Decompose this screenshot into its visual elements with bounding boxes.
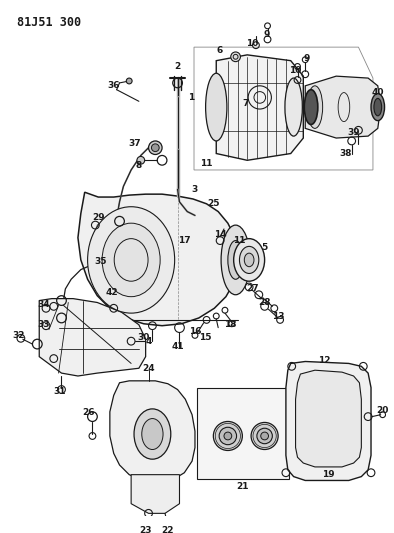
Ellipse shape bbox=[228, 240, 243, 279]
Polygon shape bbox=[110, 381, 195, 482]
Text: 5: 5 bbox=[262, 243, 268, 252]
Polygon shape bbox=[296, 370, 361, 467]
Ellipse shape bbox=[307, 86, 323, 128]
Polygon shape bbox=[286, 361, 371, 480]
Circle shape bbox=[149, 141, 162, 155]
Ellipse shape bbox=[371, 94, 385, 120]
Text: 3: 3 bbox=[192, 185, 198, 194]
Circle shape bbox=[137, 156, 145, 164]
Ellipse shape bbox=[304, 90, 318, 125]
Text: 42: 42 bbox=[106, 288, 118, 297]
Text: 18: 18 bbox=[223, 320, 236, 329]
Text: 2: 2 bbox=[175, 62, 181, 71]
Ellipse shape bbox=[285, 78, 302, 136]
Text: 16: 16 bbox=[189, 327, 201, 336]
Ellipse shape bbox=[234, 239, 265, 281]
Text: 36: 36 bbox=[108, 82, 120, 90]
Polygon shape bbox=[305, 76, 381, 138]
Text: 29: 29 bbox=[92, 213, 104, 222]
Ellipse shape bbox=[142, 418, 163, 449]
Text: 17: 17 bbox=[178, 236, 191, 245]
Ellipse shape bbox=[261, 432, 268, 440]
Text: 39: 39 bbox=[347, 128, 360, 137]
Text: 1: 1 bbox=[188, 93, 194, 102]
Circle shape bbox=[126, 78, 132, 84]
Text: 27: 27 bbox=[247, 285, 259, 294]
Bar bbox=[197, 387, 289, 480]
Text: 9: 9 bbox=[304, 54, 310, 63]
Text: 81J51 300: 81J51 300 bbox=[17, 16, 81, 29]
Text: 13: 13 bbox=[272, 311, 284, 320]
Ellipse shape bbox=[374, 99, 382, 116]
Text: 41: 41 bbox=[171, 343, 184, 351]
Text: 24: 24 bbox=[142, 364, 155, 373]
Text: 9: 9 bbox=[263, 30, 270, 39]
Text: 34: 34 bbox=[38, 300, 50, 309]
Text: 31: 31 bbox=[53, 387, 66, 396]
Circle shape bbox=[231, 52, 240, 62]
Polygon shape bbox=[78, 192, 238, 326]
Text: 7: 7 bbox=[242, 99, 249, 108]
Polygon shape bbox=[216, 55, 303, 160]
Text: 12: 12 bbox=[318, 356, 331, 365]
Text: 11: 11 bbox=[233, 236, 246, 245]
Text: 10: 10 bbox=[289, 66, 302, 75]
Text: 4: 4 bbox=[145, 337, 152, 346]
Text: 33: 33 bbox=[38, 320, 50, 329]
Text: 26: 26 bbox=[82, 408, 95, 417]
Text: 11: 11 bbox=[200, 159, 213, 168]
Ellipse shape bbox=[87, 207, 175, 313]
Text: 23: 23 bbox=[139, 526, 152, 533]
Circle shape bbox=[151, 144, 159, 151]
Text: 35: 35 bbox=[94, 257, 106, 266]
Text: 40: 40 bbox=[372, 88, 384, 97]
Text: 15: 15 bbox=[199, 333, 212, 342]
Text: 10: 10 bbox=[246, 39, 258, 48]
Ellipse shape bbox=[224, 432, 232, 440]
Ellipse shape bbox=[251, 423, 278, 449]
Ellipse shape bbox=[102, 223, 160, 297]
Text: 8: 8 bbox=[136, 160, 142, 169]
Text: 30: 30 bbox=[138, 333, 150, 342]
Ellipse shape bbox=[240, 246, 259, 273]
Text: 38: 38 bbox=[340, 149, 352, 158]
Text: 6: 6 bbox=[217, 46, 223, 55]
Text: 21: 21 bbox=[236, 482, 249, 491]
Ellipse shape bbox=[244, 253, 254, 266]
Ellipse shape bbox=[257, 428, 272, 443]
Polygon shape bbox=[131, 475, 180, 513]
Text: 20: 20 bbox=[376, 406, 389, 415]
Ellipse shape bbox=[221, 225, 250, 295]
Text: 25: 25 bbox=[207, 199, 219, 208]
Ellipse shape bbox=[219, 427, 236, 445]
Ellipse shape bbox=[206, 73, 227, 141]
Text: 32: 32 bbox=[13, 331, 25, 340]
Ellipse shape bbox=[213, 422, 242, 450]
Text: 37: 37 bbox=[129, 139, 141, 148]
Ellipse shape bbox=[134, 409, 171, 459]
Text: 28: 28 bbox=[258, 298, 271, 307]
Text: 22: 22 bbox=[162, 526, 174, 533]
Polygon shape bbox=[39, 298, 146, 376]
Polygon shape bbox=[232, 243, 245, 276]
Text: 14: 14 bbox=[214, 230, 227, 239]
Text: 19: 19 bbox=[322, 470, 335, 479]
